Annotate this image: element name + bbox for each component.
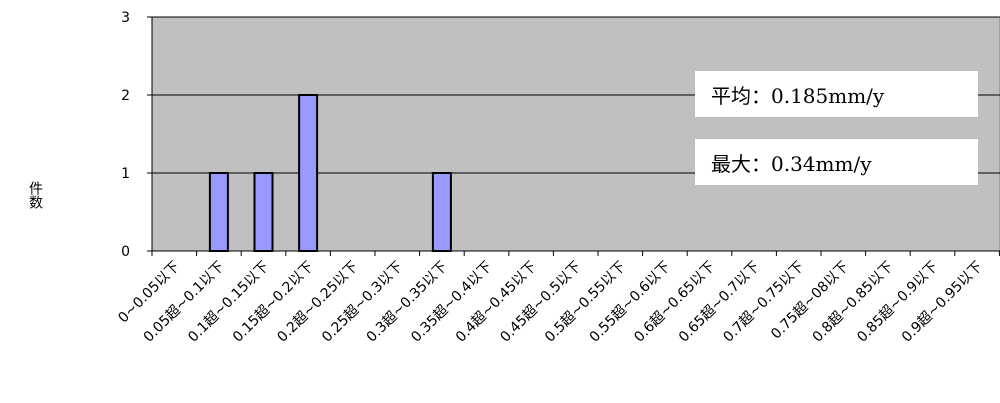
y-axis-label: 件数 bbox=[27, 181, 43, 209]
x-tick-label: 0.1超~0.15以下 bbox=[185, 259, 272, 346]
x-tick-labels: 0~0.05以下0.05超~0.1以下0.1超~0.15以下0.15超~0.2以… bbox=[115, 259, 986, 346]
bars bbox=[208, 94, 452, 252]
x-tick-label: 0.65超~0.7以下 bbox=[676, 259, 763, 346]
y-tick-labels: 0 1 2 3 bbox=[121, 10, 130, 260]
x-tick-label: 0.5超~0.55以下 bbox=[542, 259, 629, 346]
x-tick-label: 0.7超~0.75以下 bbox=[720, 259, 807, 346]
x-tick-label: 0.75超~08以下 bbox=[768, 259, 852, 343]
axes bbox=[147, 16, 1000, 256]
average-annotation: 平均：0.185mm/y bbox=[695, 71, 978, 117]
plot-area bbox=[151, 16, 1000, 252]
x-tick-label: 0.35超~0.4以下 bbox=[408, 259, 495, 346]
x-tick-label: 0.25超~0.3以下 bbox=[319, 259, 406, 346]
bar bbox=[208, 172, 229, 252]
max-annotation: 最大：0.34mm/y bbox=[695, 139, 978, 185]
x-tick-label: 0.05超~0.1以下 bbox=[141, 259, 228, 346]
x-tick-label: 0.55超~0.6以下 bbox=[587, 259, 674, 346]
x-tick-label: 0.45超~0.5以下 bbox=[497, 259, 584, 346]
x-tick-label: 0.8超~0.85以下 bbox=[810, 259, 897, 346]
bar bbox=[298, 94, 319, 252]
y-tick-label: 2 bbox=[121, 88, 130, 104]
y-tick-label: 0 bbox=[121, 244, 130, 260]
x-tick-label: 0.3超~0.35以下 bbox=[364, 259, 451, 346]
x-tick-label: 0.85超~0.9以下 bbox=[854, 259, 941, 346]
x-tick-label: 0.4超~0.45以下 bbox=[453, 259, 540, 346]
x-tick-label: 0.9超~0.95以下 bbox=[899, 259, 986, 346]
bar bbox=[253, 172, 274, 252]
x-tick-label: 0.15超~0.2以下 bbox=[230, 259, 317, 346]
y-tick-label: 1 bbox=[121, 166, 130, 182]
y-tick-label: 3 bbox=[121, 10, 130, 26]
bar bbox=[431, 172, 452, 252]
x-tick-label: 0.6超~0.65以下 bbox=[631, 259, 718, 346]
x-tick-label: 0.2超~0.25以下 bbox=[274, 259, 361, 346]
